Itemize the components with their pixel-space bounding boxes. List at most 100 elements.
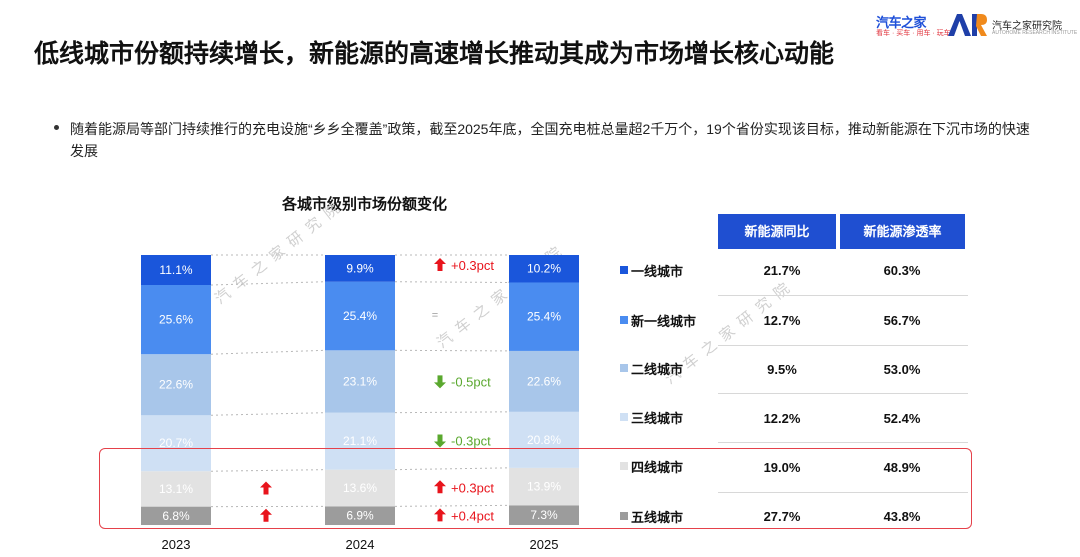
bar-segment (141, 506, 211, 525)
row-divider (718, 295, 968, 296)
bar-segment-label: 25.4% (527, 310, 561, 324)
change-label: +0.3pct (451, 480, 494, 495)
row-penetration-tier3: 52.4% (883, 411, 921, 426)
bar-segment (509, 282, 579, 351)
x-axis-label: 2023 (162, 537, 191, 552)
bar-segment-label: 23.1% (343, 374, 377, 388)
bar-segment-label: 25.6% (159, 313, 193, 327)
arrow-up-icon (260, 481, 272, 495)
dashed-connector (394, 349, 510, 352)
dashed-connector (210, 469, 326, 472)
page-title: 低线城市份额持续增长，新能源的高速增长推动其成为市场增长核心动能 (34, 40, 835, 68)
change-label-equal: = (432, 309, 438, 321)
row-yoy-tier5: 27.7% (763, 509, 801, 524)
bar-segment (509, 255, 579, 283)
row-divider (718, 345, 968, 346)
bar-segment (509, 411, 579, 468)
x-axis-label: 2024 (346, 537, 375, 552)
bullet-dot (54, 125, 59, 130)
bar-segment-label: 20.7% (159, 436, 193, 450)
bar-segment (325, 469, 395, 507)
new-energy-table: 新能源同比 新能源渗透率 一线城市 21.7% 60.3% 新一线城市 12.7… (600, 210, 980, 550)
table-header-yoy: 新能源同比 (718, 214, 836, 249)
bar-segment (509, 467, 579, 506)
row-label-tier4: 四线城市 (631, 460, 684, 475)
bar-segment (141, 471, 211, 507)
stacked-bar-chart: 6.8% 13.1% 20.7% 22.6% 25.6% 11.1% 2023 6.9% 13.… (141, 254, 579, 552)
change-label: -0.5pct (451, 374, 491, 389)
row-label-new-tier1: 新一线城市 (631, 314, 697, 329)
dashed-connector (394, 411, 510, 414)
bar-segment (325, 506, 395, 525)
legend-swatch-tier5 (620, 512, 628, 520)
bar-segment (509, 350, 579, 412)
bar-segment-label: 13.9% (527, 480, 561, 494)
dashed-connector (394, 504, 510, 507)
bar-segment (325, 281, 395, 351)
bar-segment-label: 6.9% (346, 509, 374, 523)
arrow-up-icon (434, 258, 446, 271)
dashed-connector (394, 281, 510, 283)
row-label-tier1: 一线城市 (631, 264, 684, 279)
bar-segment (141, 285, 211, 355)
row-penetration-tier5: 43.8% (883, 509, 921, 524)
row-label-tier2: 二线城市 (631, 362, 684, 377)
row-divider (718, 492, 968, 493)
bar-segment (325, 412, 395, 470)
row-label-tier3: 三线城市 (631, 411, 684, 426)
change-label: +0.3pct (451, 258, 494, 273)
research-institute-name: 汽车之家研究院 (992, 21, 1062, 32)
x-axis-label: 2025 (530, 537, 559, 552)
row-divider (718, 442, 968, 443)
row-yoy-tier2: 9.5% (767, 362, 797, 377)
row-penetration-new-tier1: 56.7% (883, 313, 921, 328)
bar-segment (509, 505, 579, 525)
change-label: -0.3pct (451, 434, 491, 449)
autohome-logo-text: 汽车之家 (876, 15, 927, 30)
chart-title: 各城市级别市场份额变化 (282, 196, 448, 213)
row-penetration-tier2: 53.0% (883, 362, 921, 377)
arrow-up-icon (434, 508, 446, 522)
bar-segment-label: 10.2% (527, 262, 561, 276)
bar-segment (141, 415, 211, 472)
bar-segment-label: 11.1% (159, 263, 192, 277)
row-penetration-tier4: 48.9% (883, 460, 921, 475)
legend-swatch-tier1 (620, 266, 628, 274)
bar-segment (325, 255, 395, 282)
legend-swatch-tier2 (620, 364, 628, 372)
dashed-connector (210, 281, 326, 286)
ar-logo-icon (948, 14, 987, 36)
highlight-box-lower-tiers (99, 448, 972, 529)
table-header-penetration: 新能源渗透率 (840, 214, 965, 249)
row-yoy-tier3: 12.2% (763, 411, 801, 426)
research-institute-subtext: AUTOHOME RESEARCH INSTITUTE (992, 30, 1078, 36)
bar-segment-label: 13.6% (343, 481, 377, 495)
bar-segment-label: 6.8% (162, 509, 190, 523)
bar-segment-label: 9.9% (346, 261, 374, 275)
legend-swatch-tier3 (620, 413, 628, 421)
legend-swatch-new-tier1 (620, 316, 628, 324)
bullet-text: 随着能源局等部门持续推行的充电设施“乡乡全覆盖”政策，截至2025年底，全国充电… (70, 121, 1030, 159)
row-yoy-tier4: 19.0% (763, 460, 801, 475)
bar-segment (325, 350, 395, 413)
autohome-logo-subtext: 看车 · 买车 · 用车 · 玩车 (876, 30, 951, 37)
research-institute-logo: 汽车之家研究院 AUTOHOME RESEARCH INSTITUTE (948, 12, 1078, 38)
dashed-connector (394, 467, 510, 471)
dashed-connector (210, 412, 326, 416)
bar-segment-label: 25.4% (343, 309, 377, 323)
legend-swatch-tier4 (620, 462, 628, 470)
row-label-tier5: 五线城市 (631, 510, 684, 525)
row-penetration-tier1: 60.3% (883, 263, 921, 278)
arrow-down-icon (434, 375, 446, 389)
arrow-up-icon (434, 480, 446, 494)
bar-segment-label: 22.6% (159, 378, 193, 392)
row-yoy-new-tier1: 12.7% (763, 313, 801, 328)
arrow-down-icon (434, 434, 446, 448)
bar-segment-label: 7.3% (530, 508, 558, 522)
bar-segment (141, 255, 211, 285)
dashed-connector (210, 349, 326, 355)
autohome-logo: 汽车之家 看车 · 买车 · 用车 · 玩车 (876, 12, 951, 38)
bar-segment-label: 20.8% (527, 433, 561, 447)
bar-segment-label: 13.1% (159, 482, 193, 496)
row-divider (718, 393, 968, 394)
